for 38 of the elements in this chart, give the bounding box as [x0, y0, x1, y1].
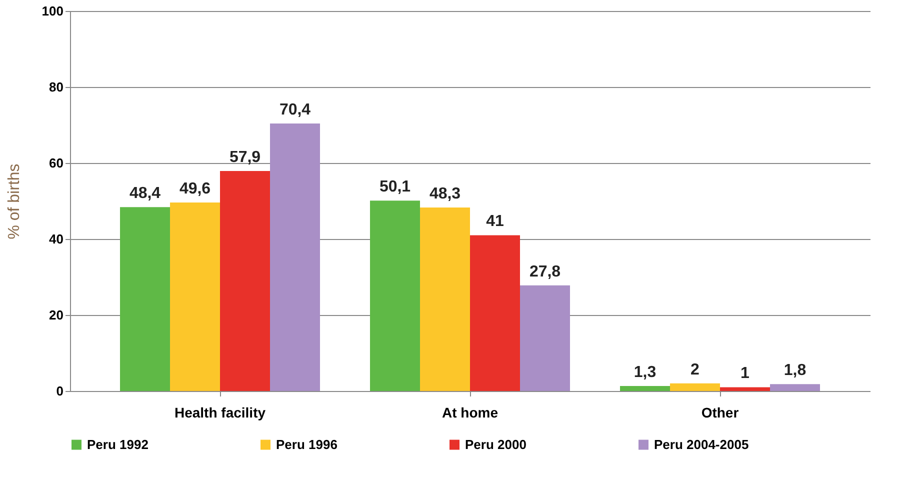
bar [420, 207, 470, 391]
y-tick-label: 0 [56, 384, 64, 398]
bar [120, 207, 170, 391]
data-label: 2 [690, 361, 700, 378]
x-tick-label: Other [701, 404, 740, 420]
data-label: 1,8 [784, 362, 806, 380]
y-tick-label: 60 [49, 156, 64, 170]
data-label: 27,8 [529, 263, 561, 280]
bar [220, 170, 270, 391]
data-label: 1 [740, 365, 750, 382]
bar [670, 383, 720, 391]
data-label: 57,9 [229, 148, 261, 166]
x-tick-label: At home [442, 404, 498, 420]
data-label: 48,3 [429, 185, 461, 202]
y-tick-label: 80 [49, 80, 64, 94]
legend-label: Peru 2000 [465, 436, 526, 452]
data-label: 50,1 [379, 178, 411, 196]
bar [520, 285, 570, 391]
bar [270, 123, 320, 391]
data-label: 49,6 [179, 180, 211, 198]
y-tick-label: 40 [49, 232, 64, 246]
bar [720, 387, 770, 391]
bar [170, 202, 220, 391]
data-label: 41 [486, 213, 504, 230]
data-label: 70,4 [279, 101, 311, 118]
data-label: 48,4 [129, 185, 161, 202]
legend-label: Peru 1992 [87, 436, 148, 452]
bar [620, 386, 670, 391]
bar [370, 200, 420, 391]
legend-label: Peru 1996 [276, 436, 338, 452]
legend-label: Peru 2004-2005 [654, 436, 749, 452]
x-tick-label: Health facility [174, 404, 266, 420]
bar [770, 384, 820, 391]
y-tick-label: 100 [42, 4, 64, 18]
y-axis-title: % of births [6, 164, 23, 240]
y-tick-label: 20 [49, 308, 64, 322]
data-label: 1,3 [634, 364, 656, 382]
bar [470, 235, 520, 391]
